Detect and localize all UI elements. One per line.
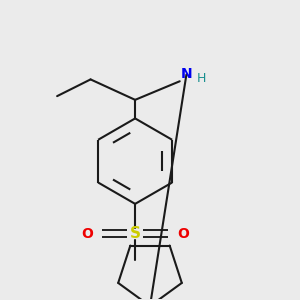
Text: O: O — [178, 226, 189, 241]
Text: H: H — [196, 72, 206, 85]
Text: N: N — [181, 67, 192, 80]
Text: S: S — [130, 226, 141, 241]
Text: O: O — [81, 226, 93, 241]
